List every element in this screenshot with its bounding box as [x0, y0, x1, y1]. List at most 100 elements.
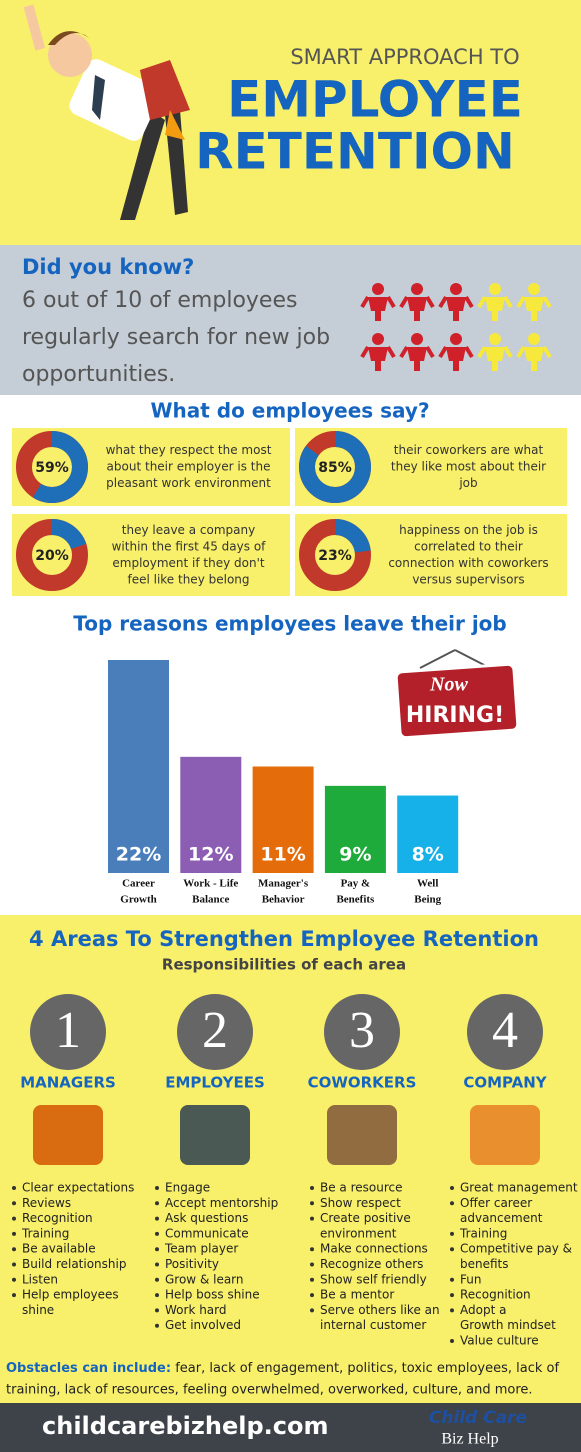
obstacles: Obstacles can include: fear, lack of eng…	[6, 1361, 559, 1376]
stat-text: employment if they don't	[112, 556, 265, 570]
kicker: SMART APPROACH TO	[290, 45, 519, 69]
bar-value-label: 8%	[412, 844, 444, 866]
bullet-text: Serve others like an	[320, 1303, 440, 1317]
area-icon	[327, 1105, 397, 1165]
stat-text: feel like they belong	[127, 572, 249, 586]
bullet-text: Reviews	[22, 1196, 71, 1210]
bullet-text: shine	[22, 1303, 54, 1317]
bullet-dot	[155, 1247, 159, 1252]
heading: What do employees say?	[150, 399, 429, 423]
stat-text: connection with coworkers	[388, 556, 548, 570]
bullet-text: Fun	[460, 1272, 481, 1286]
bullet-text: Be a mentor	[320, 1288, 394, 1302]
area-icon	[180, 1105, 250, 1165]
category-label: Career	[122, 878, 155, 890]
bullet-text: Adopt a	[460, 1303, 506, 1317]
donut-arc	[299, 431, 371, 503]
bullet-text: Listen	[22, 1272, 58, 1286]
bullet-text: internal customer	[320, 1318, 426, 1332]
sign-text: Now	[429, 674, 468, 696]
number-circle	[324, 994, 400, 1070]
stat-text: correlated to their	[414, 539, 523, 553]
bullet-text: Work hard	[165, 1303, 227, 1317]
bullet-dot	[310, 1247, 314, 1252]
bullet-text: Team player	[164, 1242, 238, 1256]
donut-label: 85%	[318, 460, 352, 476]
stat-text: versus supervisors	[412, 572, 524, 586]
category-label: Manager's	[258, 878, 309, 890]
title: EMPLOYEE	[227, 71, 523, 129]
bullet-dot	[450, 1186, 454, 1190]
donut-label: 59%	[35, 460, 69, 476]
area-number: 3	[349, 1002, 375, 1059]
bar-value-label: 22%	[116, 844, 161, 866]
bullet-dot	[155, 1277, 159, 1282]
bullet-text: Grow & learn	[165, 1272, 244, 1286]
donut-arc	[51, 519, 87, 550]
donut-hole	[33, 448, 71, 486]
bullet-text: Ask questions	[165, 1211, 248, 1225]
donut-label: 23%	[318, 548, 352, 564]
bullet-dot	[310, 1216, 314, 1221]
hiring-sign: Now HIRING!	[394, 649, 520, 740]
bullet-dot	[310, 1308, 314, 1313]
bar	[397, 795, 459, 873]
area-name: EMPLOYEES	[165, 1074, 265, 1092]
bullet-dot	[450, 1277, 454, 1282]
bullet-text: Engage	[165, 1181, 210, 1195]
title: RETENTION	[195, 123, 515, 181]
stat-text: job	[458, 476, 477, 490]
bullet-text: Training	[459, 1226, 507, 1240]
bullet-dot	[450, 1308, 454, 1313]
bar	[108, 660, 169, 873]
heading: Did you know?	[22, 255, 194, 279]
area-number: 2	[202, 1002, 228, 1059]
area-name: MANAGERS	[20, 1074, 116, 1092]
bullet-text: Be a resource	[320, 1181, 403, 1195]
bullet-text: Get involved	[165, 1318, 241, 1332]
stat-text: their coworkers are what	[394, 443, 544, 457]
bullet-text: Clear expectations	[22, 1181, 134, 1195]
bullet-text: Build relationship	[22, 1257, 126, 1271]
logo: Child Care	[429, 1408, 527, 1428]
sign-text: HIRING!	[406, 703, 504, 728]
bullet-text: Recognition	[22, 1211, 93, 1225]
category-label: Well	[417, 878, 438, 890]
stat-text: they leave a company	[122, 523, 255, 537]
obstacles-label: Obstacles can include:	[6, 1361, 171, 1376]
bullet-dot	[12, 1277, 16, 1282]
fact-line: opportunities.	[22, 362, 175, 387]
bullet-text: Communicate	[165, 1226, 249, 1240]
bullet-text: Help employees	[22, 1288, 119, 1302]
bullet-dot	[155, 1231, 159, 1236]
bullet-text: Accept mentorship	[165, 1196, 278, 1210]
bullet-dot	[155, 1262, 159, 1267]
category-label: Pay &	[341, 878, 371, 890]
bar	[180, 756, 242, 873]
category-label: Behavior	[262, 894, 305, 906]
obstacles-text: training, lack of resources, feeling ove…	[6, 1383, 533, 1398]
bullet-text: environment	[320, 1226, 397, 1240]
bullet-dot	[450, 1247, 454, 1252]
bullet-dot	[12, 1216, 16, 1221]
bullet-dot	[310, 1277, 314, 1282]
bullet-text: advancement	[460, 1211, 543, 1225]
category-label: Balance	[192, 894, 229, 906]
donut-arc	[334, 519, 371, 554]
rocket-man	[23, 4, 190, 220]
bullet-dot	[310, 1186, 314, 1190]
stat-text: within the first 45 days of	[112, 539, 267, 553]
fact-line: regularly search for new job	[22, 325, 330, 350]
bar-value-label: 9%	[339, 844, 371, 866]
bullet-dot	[310, 1293, 314, 1298]
bullet-dot	[155, 1293, 159, 1298]
bar-value-label: 11%	[260, 844, 305, 866]
bullet-text: Show respect	[320, 1196, 401, 1210]
area-number: 4	[492, 1002, 518, 1059]
area-number: 1	[55, 1002, 81, 1059]
bar-value-label: 12%	[188, 844, 233, 866]
bullet-dot	[450, 1293, 454, 1298]
bullet-dot	[12, 1186, 16, 1190]
